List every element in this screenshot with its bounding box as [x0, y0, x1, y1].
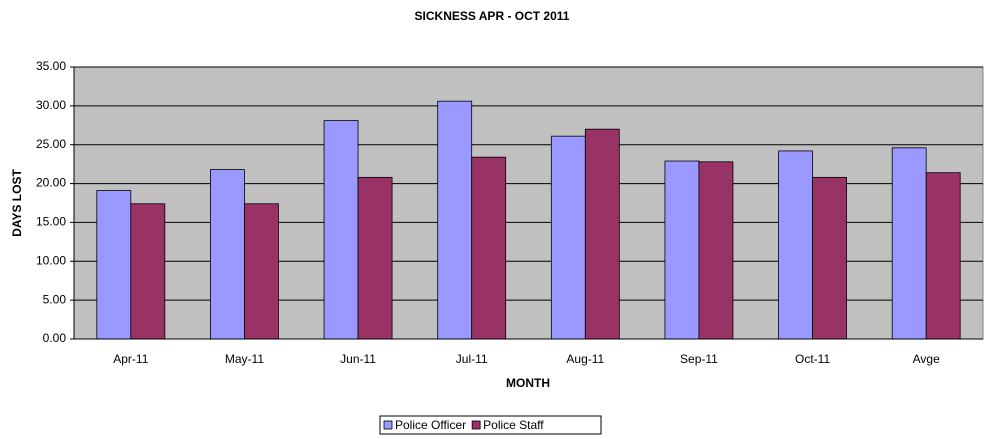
x-tick-label: Aug-11 [566, 352, 604, 366]
x-tick-label: Avge [913, 352, 940, 366]
x-tick-label: Oct-11 [795, 352, 830, 366]
bar [812, 176, 847, 340]
bar [664, 160, 700, 340]
y-tick-label: 30.00 [36, 98, 66, 112]
legend-label: Police Officer [395, 418, 466, 432]
x-tick-label: Jun-11 [340, 352, 376, 366]
x-tick-label: Sep-11 [680, 352, 718, 366]
y-tick-label: 20.00 [36, 176, 66, 190]
y-tick-label: 25.00 [36, 137, 66, 151]
bar [357, 176, 393, 340]
bar [210, 169, 245, 340]
x-tick-label: Jul-11 [456, 352, 488, 366]
y-tick-label: 0.00 [43, 331, 67, 345]
x-axis-label: MONTH [506, 376, 550, 390]
bar [698, 161, 734, 340]
x-tick-label: May-11 [225, 352, 264, 366]
bar [584, 128, 620, 340]
bar [550, 135, 586, 340]
legend-swatch [383, 420, 393, 430]
y-tick-label: 10.00 [36, 253, 66, 267]
y-axis-label: DAYS LOST [10, 169, 24, 237]
bar [891, 147, 927, 340]
y-tick-label: 5.00 [43, 292, 67, 306]
legend-label: Police Staff [483, 418, 544, 432]
chart-title: SICKNESS APR - OCT 2011 [415, 9, 570, 23]
y-tick-label: 15.00 [36, 215, 66, 229]
bar [96, 190, 132, 340]
legend-swatch [471, 420, 481, 430]
bar [244, 203, 279, 340]
bar [437, 100, 473, 340]
legend-box [379, 415, 602, 435]
x-tick-label: Apr-11 [113, 352, 148, 366]
bar [471, 156, 507, 340]
bar [323, 120, 359, 340]
bar [778, 150, 813, 340]
bar [130, 203, 166, 340]
bar [925, 172, 961, 340]
y-tick-label: 35.00 [36, 59, 66, 73]
